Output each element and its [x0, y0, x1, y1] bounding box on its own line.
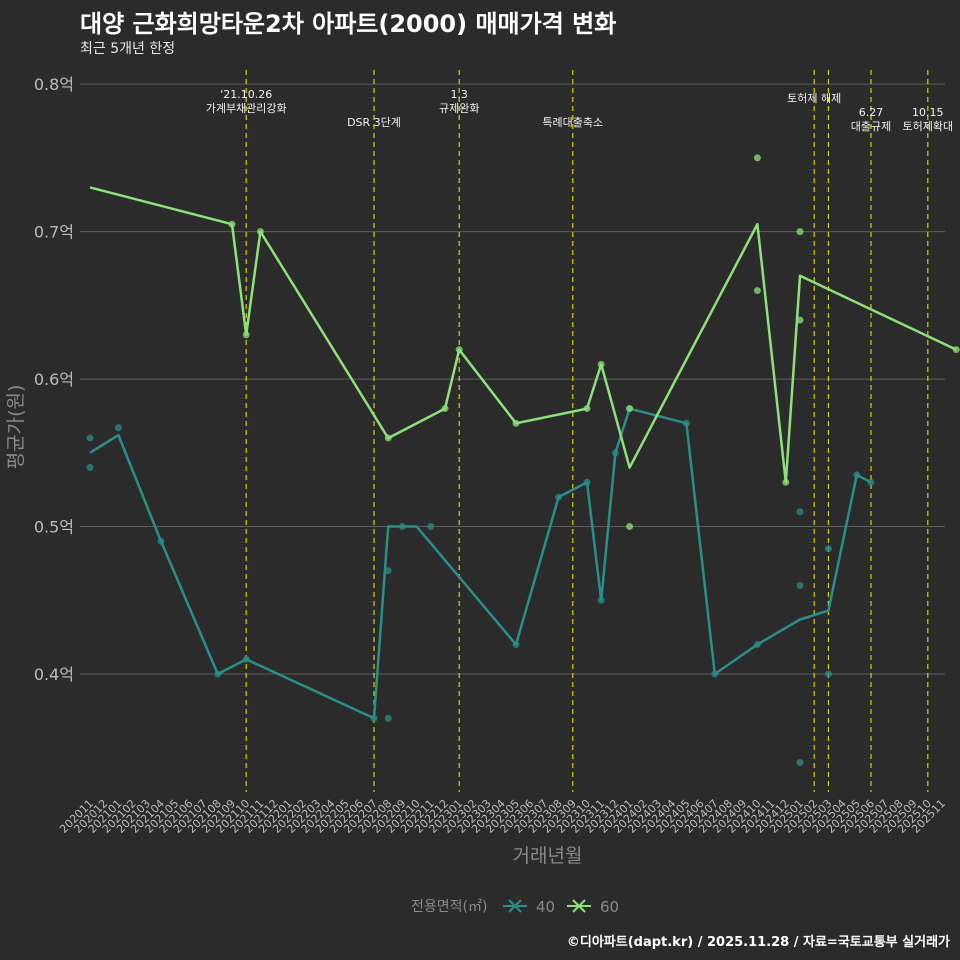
data-point-60 [796, 228, 804, 236]
event-label: 가계부채관리강화 [206, 102, 287, 115]
data-point-40 [583, 478, 591, 486]
legend-title: 전용면적(㎡) [411, 899, 487, 915]
legend-label: 60 [600, 898, 619, 916]
data-point-60 [455, 346, 463, 354]
data-point-40 [796, 759, 804, 767]
y-tick-label: 0.8억 [34, 75, 74, 94]
data-point-60 [384, 434, 392, 442]
data-point-40 [512, 641, 520, 649]
data-point-40 [427, 523, 435, 531]
legend-label: 40 [536, 898, 555, 916]
data-point-60 [796, 316, 804, 324]
event-label: 규제완화 [439, 102, 479, 115]
data-point-40 [824, 545, 832, 553]
data-point-40 [114, 424, 122, 432]
data-point-60 [626, 405, 634, 413]
legend-key-mark [508, 899, 522, 913]
data-point-40 [214, 670, 222, 678]
event-date-label: 10.15 [912, 106, 944, 119]
data-point-60 [753, 154, 761, 162]
y-tick-label: 0.6억 [34, 370, 74, 389]
data-point-60 [626, 523, 634, 531]
data-point-60 [782, 478, 790, 486]
data-point-40 [867, 478, 875, 486]
event-label: 토허제 해제 [787, 91, 841, 105]
data-point-40 [796, 508, 804, 516]
event-label: 대출규제 [851, 120, 891, 133]
data-point-60 [512, 419, 520, 427]
data-point-40 [597, 596, 605, 604]
data-point-60 [597, 360, 605, 368]
data-point-40 [384, 567, 392, 575]
event-label: DSR 3단계 [347, 116, 401, 129]
data-point-60 [753, 287, 761, 295]
legend-key-mark [572, 899, 586, 913]
data-point-40 [242, 655, 250, 663]
data-point-40 [753, 641, 761, 649]
y-axis-title: 평균가(원) [5, 385, 27, 470]
data-point-40 [711, 670, 719, 678]
data-point-40 [853, 471, 861, 479]
data-point-40 [86, 434, 94, 442]
data-point-40 [682, 419, 690, 427]
chart-subtitle: 최근 5개년 한정 [80, 41, 176, 57]
event-date-label: 1.3 [450, 88, 468, 101]
data-point-40 [86, 464, 94, 472]
data-point-60 [952, 346, 960, 354]
series-line-40 [89, 407, 872, 720]
data-point-60 [228, 220, 236, 228]
event-date-label: '21.10.26 [220, 88, 272, 101]
data-point-40 [824, 670, 832, 678]
chart-title: 대양 근화희망타운2차 아파트(2000) 매매가격 변화 [80, 10, 617, 38]
data-point-60 [441, 405, 449, 413]
data-point-40 [157, 537, 165, 545]
x-axis-title: 거래년월 [513, 845, 583, 867]
data-point-40 [384, 714, 392, 722]
legend-item-40: 40 [503, 898, 555, 916]
y-tick-label: 0.5억 [34, 518, 74, 537]
event-label: 토허제확대 [902, 120, 953, 133]
data-point-40 [370, 714, 378, 722]
data-point-60 [256, 228, 264, 236]
legend-item-60: 60 [567, 898, 619, 916]
data-point-60 [242, 331, 250, 339]
event-label: 특례대출축소 [542, 116, 603, 129]
y-tick-label: 0.4억 [34, 665, 74, 684]
event-date-label: 6.27 [859, 106, 884, 119]
data-point-40 [555, 493, 563, 501]
data-point-40 [796, 582, 804, 590]
data-point-60 [583, 405, 591, 413]
chart-caption: ©디아파트(dapt.kr) / 2025.11.28 / 자료=국토교통부 실… [566, 935, 950, 950]
data-point-40 [611, 449, 619, 457]
data-point-40 [398, 523, 406, 531]
y-tick-label: 0.7억 [34, 223, 74, 242]
